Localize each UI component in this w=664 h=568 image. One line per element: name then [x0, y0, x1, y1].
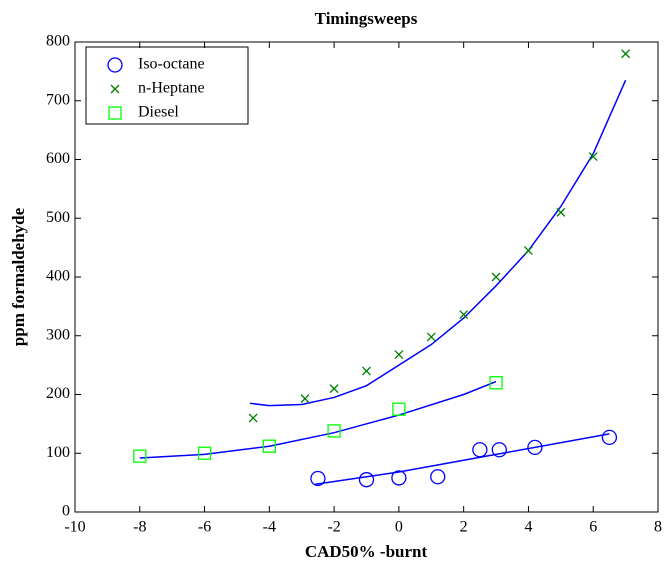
- data-point: [430, 469, 446, 485]
- y-tick-label: 700: [46, 91, 70, 108]
- x-tick-label: 4: [524, 519, 532, 536]
- x-tick-label: -10: [64, 519, 85, 536]
- fit-line: [314, 433, 610, 486]
- y-axis-label: ppm formaldehyde: [9, 207, 28, 346]
- y-tick-label: 800: [46, 33, 70, 50]
- data-point: [310, 470, 326, 487]
- data-point: [300, 394, 310, 404]
- data-point: [588, 152, 598, 162]
- y-tick-label: 600: [46, 150, 70, 167]
- y-tick-label: 300: [46, 326, 70, 343]
- data-point: [491, 272, 501, 282]
- y-tick-label: 400: [46, 268, 70, 285]
- data-point: [459, 310, 469, 320]
- x-tick-label: -6: [198, 519, 211, 536]
- legend-label: Iso-octane: [138, 56, 205, 73]
- x-axis-label: CAD50% -burnt: [305, 542, 428, 561]
- x-tick-label: 8: [654, 519, 662, 536]
- data-point: [392, 402, 406, 416]
- data-point: [262, 439, 276, 453]
- x-tick-label: 0: [395, 519, 403, 536]
- fit-line: [139, 380, 497, 459]
- y-tick-label: 500: [46, 209, 70, 226]
- y-tick-label: 100: [46, 444, 70, 461]
- legend-marker: [110, 84, 120, 94]
- y-tick-label: 200: [46, 385, 70, 402]
- data-point: [472, 442, 488, 458]
- legend-marker: [108, 106, 122, 120]
- data-point: [133, 449, 147, 463]
- data-point: [362, 366, 371, 376]
- y-tick-label: 0: [62, 503, 70, 520]
- data-point: [491, 442, 507, 458]
- data-point: [394, 350, 404, 360]
- x-tick-label: -4: [263, 519, 276, 536]
- data-point: [523, 246, 533, 256]
- data-point: [329, 384, 339, 394]
- data-point: [327, 424, 341, 438]
- x-tick-label: 2: [460, 519, 468, 536]
- data-point: [426, 332, 436, 342]
- data-point: [489, 376, 503, 390]
- data-point: [556, 207, 566, 217]
- chart-title: Timingsweeps: [315, 9, 418, 28]
- legend-box: [85, 46, 249, 125]
- legend-label: n-Heptane: [138, 80, 205, 97]
- x-tick-label: 6: [589, 519, 597, 536]
- data-point: [358, 472, 375, 488]
- legend-marker: [107, 57, 123, 73]
- data-point: [197, 446, 212, 460]
- legend-label: Diesel: [138, 104, 179, 121]
- data-point: [527, 439, 543, 456]
- data-point: [601, 429, 618, 446]
- data-point: [621, 49, 631, 59]
- data-point: [391, 470, 407, 486]
- data-point: [248, 413, 258, 423]
- x-tick-label: -2: [327, 519, 340, 536]
- fit-line: [249, 79, 627, 407]
- x-tick-label: -8: [133, 519, 146, 536]
